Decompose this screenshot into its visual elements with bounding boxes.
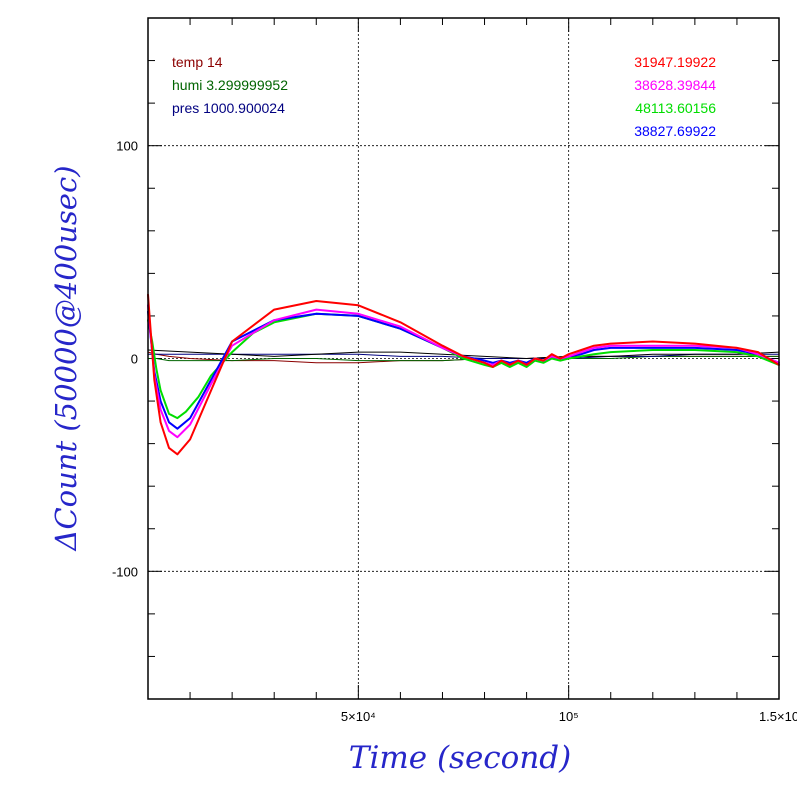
x-axis-title: Time (second) xyxy=(349,740,571,776)
legend-right-entry: 48113.60156 xyxy=(635,100,716,116)
tick-marks xyxy=(148,18,779,699)
series-line-2 xyxy=(147,312,780,420)
legend-left: temp 14 humi 3.299999952 pres 1000.900024 xyxy=(172,54,288,116)
legend-right: 31947.19922 38628.39844 48113.60156 38827.6… xyxy=(634,54,716,139)
x-tick-label: 1.5×10 xyxy=(759,709,797,724)
x-tick-label: 10⁵ xyxy=(559,709,579,724)
y-tick-label: -100 xyxy=(112,564,138,579)
series-line-0 xyxy=(147,293,780,456)
series-line-1 xyxy=(147,304,780,439)
legend-right-entry: 38628.39844 xyxy=(634,77,716,93)
series-lines xyxy=(147,293,780,456)
plot-frame xyxy=(147,17,780,700)
y-axis-title: ΔCount (50000@400usec) xyxy=(49,165,83,551)
y-tick-label: 0 xyxy=(131,352,138,367)
legend-left-entry: temp 14 xyxy=(172,54,223,70)
legend-left-entry: pres 1000.900024 xyxy=(172,100,285,116)
series-line-6 xyxy=(147,353,780,359)
x-tick-label: 5×10⁴ xyxy=(341,709,376,724)
legend-right-entry: 31947.19922 xyxy=(634,54,716,70)
series-line-3 xyxy=(147,310,780,430)
legend-left-entry: humi 3.299999952 xyxy=(172,77,288,93)
tick-labels: 5×10⁴ 10⁵ 1.5×10 100 0 -100 xyxy=(112,139,797,724)
legend-right-entry: 38827.69922 xyxy=(634,123,716,139)
y-tick-label: 100 xyxy=(116,139,138,154)
